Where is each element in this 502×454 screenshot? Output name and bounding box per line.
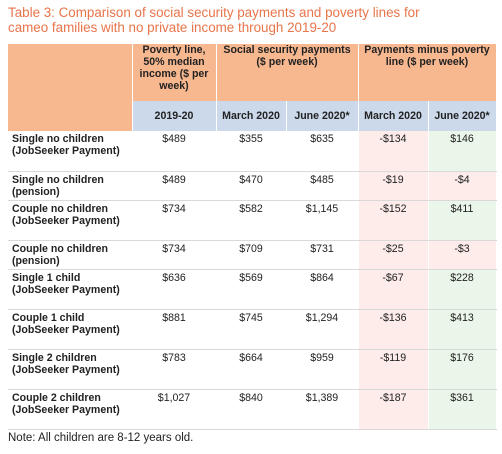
subheader-pm-march: March 2020 bbox=[358, 101, 429, 131]
march-difference-value: -$134 bbox=[358, 131, 429, 172]
row-label: Single 1 child (JobSeeker Payment) bbox=[8, 269, 133, 310]
june-payment-value: $731 bbox=[286, 240, 359, 270]
table-row: Couple 2 children (JobSeeker Payment) $1… bbox=[8, 389, 497, 430]
june-difference-value: $176 bbox=[428, 349, 497, 390]
subheader-ss-june: June 2020* bbox=[286, 101, 359, 131]
table-note: Note: All children are 8-12 years old. bbox=[8, 432, 194, 444]
row-label: Couple no children (pension) bbox=[8, 240, 133, 270]
table-row: Couple no children (pension) $734 $709 $… bbox=[8, 240, 497, 270]
june-payment-value: $485 bbox=[286, 171, 359, 201]
row-label: Couple no children (JobSeeker Payment) bbox=[8, 200, 133, 241]
table-row: Single 1 child (JobSeeker Payment) $636 … bbox=[8, 269, 497, 310]
june-difference-value: -$3 bbox=[428, 240, 497, 270]
march-payment-value: $355 bbox=[216, 131, 287, 172]
poverty-line-value: $489 bbox=[132, 171, 217, 201]
subheader-ss-march: March 2020 bbox=[216, 101, 287, 131]
subheader-pm-june: June 2020* bbox=[428, 101, 497, 131]
header-payments-minus: Payments minus poverty line ($ per week) bbox=[358, 44, 497, 101]
june-payment-value: $959 bbox=[286, 349, 359, 390]
table-row: Single no children (JobSeeker Payment) $… bbox=[8, 131, 497, 172]
march-payment-value: $569 bbox=[216, 269, 287, 310]
poverty-line-value: $734 bbox=[132, 200, 217, 241]
june-payment-value: $635 bbox=[286, 131, 359, 172]
header-social-security: Social security payments ($ per week) bbox=[216, 44, 359, 101]
march-difference-value: -$187 bbox=[358, 389, 429, 430]
table-title-line-1: Table 3: Comparison of social security p… bbox=[8, 5, 420, 20]
table-title-line-2: cameo families with no private income th… bbox=[8, 20, 337, 35]
poverty-comparison-table: Poverty line, 50% median income ($ per w… bbox=[8, 44, 497, 430]
header-poverty-line: Poverty line, 50% median income ($ per w… bbox=[132, 44, 217, 101]
march-payment-value: $470 bbox=[216, 171, 287, 201]
june-payment-value: $1,389 bbox=[286, 389, 359, 430]
march-difference-value: -$152 bbox=[358, 200, 429, 241]
march-payment-value: $664 bbox=[216, 349, 287, 390]
march-payment-value: $840 bbox=[216, 389, 287, 430]
march-difference-value: -$25 bbox=[358, 240, 429, 270]
march-difference-value: -$19 bbox=[358, 171, 429, 201]
march-payment-value: $745 bbox=[216, 309, 287, 350]
table-title: Table 3: Comparison of social security p… bbox=[8, 5, 498, 35]
row-label: Single no children (JobSeeker Payment) bbox=[8, 131, 133, 172]
table-row: Single no children (pension) $489 $470 $… bbox=[8, 171, 497, 201]
poverty-line-value: $783 bbox=[132, 349, 217, 390]
row-label: Couple 2 children (JobSeeker Payment) bbox=[8, 389, 133, 430]
subheader-row: 2019-20 March 2020 June 2020* March 2020… bbox=[8, 101, 497, 131]
march-difference-value: -$67 bbox=[358, 269, 429, 310]
poverty-line-value: $489 bbox=[132, 131, 217, 172]
header-row: Poverty line, 50% median income ($ per w… bbox=[8, 44, 497, 101]
table-row: Single 2 children (JobSeeker Payment) $7… bbox=[8, 349, 497, 390]
june-difference-value: $413 bbox=[428, 309, 497, 350]
june-difference-value: $361 bbox=[428, 389, 497, 430]
table-row: Couple no children (JobSeeker Payment) $… bbox=[8, 200, 497, 241]
poverty-line-value: $881 bbox=[132, 309, 217, 350]
june-difference-value: -$4 bbox=[428, 171, 497, 201]
june-payment-value: $864 bbox=[286, 269, 359, 310]
header-blank bbox=[8, 44, 133, 101]
table-row: Couple 1 child (JobSeeker Payment) $881 … bbox=[8, 309, 497, 350]
march-payment-value: $582 bbox=[216, 200, 287, 241]
row-label: Single no children (pension) bbox=[8, 171, 133, 201]
row-label: Single 2 children (JobSeeker Payment) bbox=[8, 349, 133, 390]
row-label: Couple 1 child (JobSeeker Payment) bbox=[8, 309, 133, 350]
june-difference-value: $228 bbox=[428, 269, 497, 310]
june-difference-value: $411 bbox=[428, 200, 497, 241]
march-payment-value: $709 bbox=[216, 240, 287, 270]
subheader-blank bbox=[8, 101, 133, 131]
poverty-line-value: $734 bbox=[132, 240, 217, 270]
subheader-poverty-year: 2019-20 bbox=[132, 101, 217, 131]
june-difference-value: $146 bbox=[428, 131, 497, 172]
june-payment-value: $1,145 bbox=[286, 200, 359, 241]
poverty-line-value: $636 bbox=[132, 269, 217, 310]
march-difference-value: -$119 bbox=[358, 349, 429, 390]
june-payment-value: $1,294 bbox=[286, 309, 359, 350]
march-difference-value: -$136 bbox=[358, 309, 429, 350]
poverty-line-value: $1,027 bbox=[132, 389, 217, 430]
